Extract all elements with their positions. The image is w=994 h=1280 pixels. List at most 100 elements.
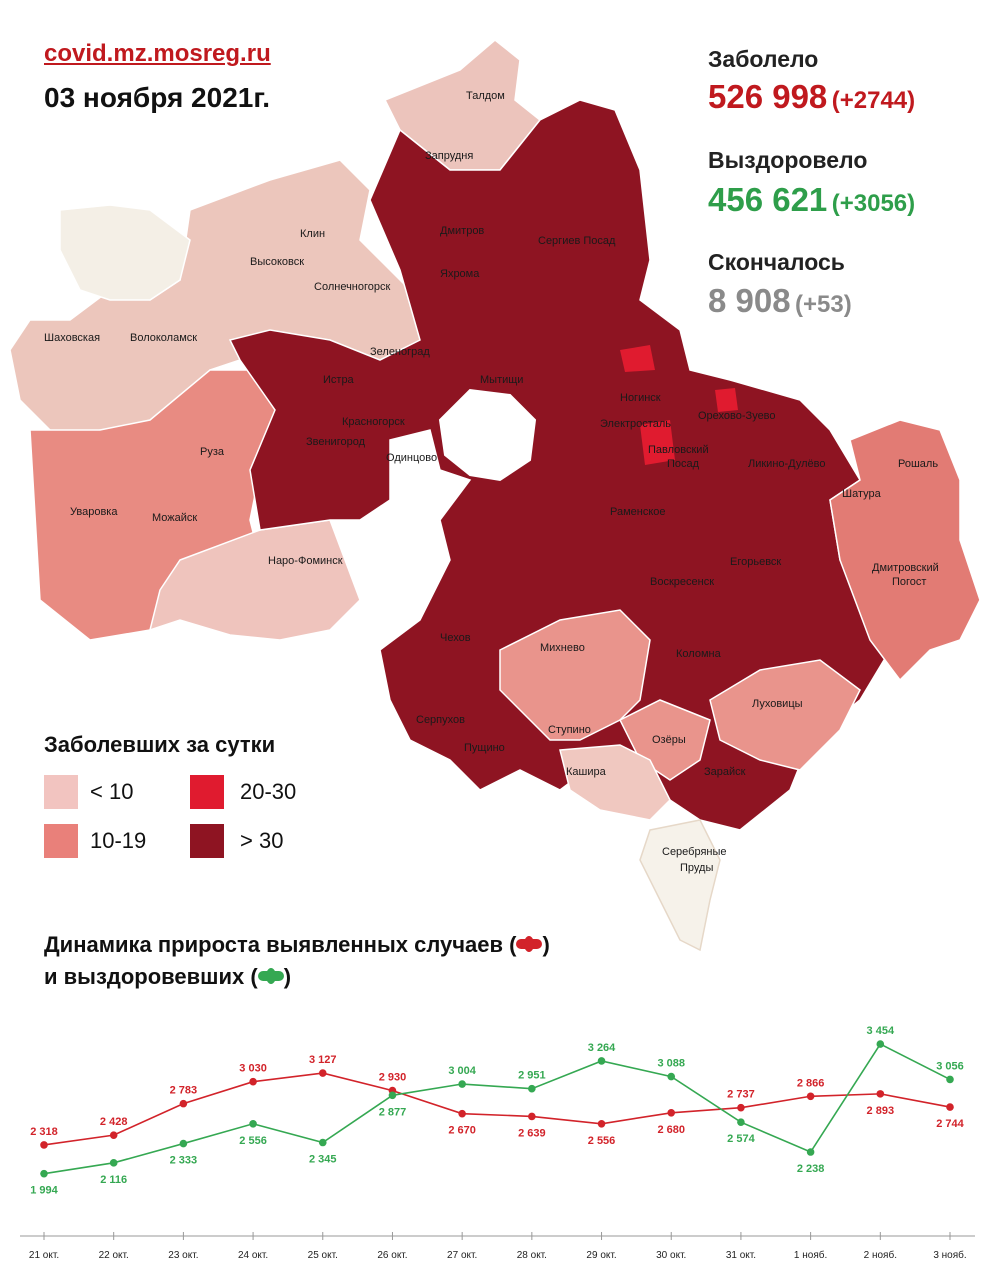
town-label: Пруды: [680, 862, 713, 874]
region-kashira-light: [559, 744, 671, 821]
data-point: [876, 1090, 885, 1098]
data-point: [109, 1131, 118, 1139]
data-label: 2 318: [30, 1126, 58, 1138]
data-point: [667, 1108, 676, 1117]
data-label: 2 556: [239, 1135, 267, 1147]
legend-label-20-30: 20-30: [240, 779, 297, 804]
moscow-region-map: Талдом Запрудня Дмитров Сергиев Посад Ях…: [9, 39, 981, 952]
data-label: 2 670: [448, 1125, 476, 1137]
town-label: Запрудня: [425, 150, 473, 162]
town-label: Чехов: [440, 632, 471, 644]
data-label: 3 264: [588, 1042, 616, 1054]
town-label: Коломна: [676, 648, 722, 660]
report-date: 03 ноября 2021г.: [44, 82, 270, 113]
town-label: Дмитров: [440, 225, 484, 237]
data-point: [249, 1119, 257, 1128]
town-label: Уваровка: [70, 506, 118, 518]
data-label: 2 930: [379, 1072, 407, 1084]
recovered-stat: 456 621 (+3056): [708, 181, 915, 219]
region-lukhovitsy-medium: [709, 659, 861, 771]
data-label: 2 345: [309, 1154, 337, 1166]
legend-title: Заболевших за сутки: [44, 732, 276, 757]
chart-title-end1: ): [542, 932, 550, 957]
town-label: Сергиев Посад: [538, 235, 616, 247]
data-label: 3 127: [309, 1054, 337, 1066]
x-tick-label: 31 окт.: [726, 1250, 756, 1261]
town-label: Посад: [667, 458, 700, 470]
series-line-0: [43, 1072, 951, 1146]
x-tick-label: 23 окт.: [168, 1250, 198, 1261]
town-label: Наро-Фоминск: [268, 555, 343, 567]
town-label: Раменское: [610, 506, 666, 518]
spot-20-30-b: [640, 420, 675, 465]
x-tick-label: 24 окт.: [238, 1250, 268, 1261]
legend-label-lt10: < 10: [90, 779, 134, 804]
deaths-stat: 8 908 (+53): [708, 282, 852, 320]
town-label: Ступино: [548, 724, 591, 736]
data-point: [597, 1119, 606, 1128]
town-label: Орехово-Зуево: [698, 410, 776, 422]
data-point: [946, 1075, 954, 1084]
data-label: 2 893: [867, 1105, 895, 1117]
dynamics-line-chart: 21 окт. 22 окт. 23 окт. 24 окт. 25 окт. 26 ок…: [20, 1025, 975, 1261]
data-label: 2 866: [797, 1077, 825, 1089]
deaths-value: 8 908: [708, 282, 791, 319]
town-label: Электросталь: [600, 418, 671, 430]
town-label: Серпухов: [416, 714, 465, 726]
town-label: Зеленоград: [370, 346, 430, 358]
legend-label-10-19: 10-19: [90, 828, 147, 853]
town-label: Волоколамск: [130, 332, 197, 344]
town-label: Рошаль: [898, 458, 938, 470]
data-label: 2 333: [170, 1155, 198, 1167]
infected-label: Заболело: [708, 46, 819, 72]
data-point: [528, 1084, 536, 1093]
data-label: 3 004: [448, 1065, 476, 1077]
data-label: 3 088: [657, 1058, 685, 1070]
town-label: Луховицы: [752, 698, 803, 710]
town-label: Яхрома: [440, 268, 480, 280]
x-tick-label: 25 окт.: [308, 1250, 338, 1261]
data-point: [458, 1109, 466, 1118]
data-point: [806, 1148, 815, 1156]
red-marker-icon: [516, 936, 543, 953]
x-tick-label: 2 нояб.: [864, 1249, 897, 1261]
chart-title-end2: ): [283, 964, 292, 989]
town-label: Одинцово: [386, 452, 437, 464]
data-label: 2 680: [657, 1124, 685, 1136]
town-label: Егорьевск: [730, 556, 781, 568]
x-tick-label: 27 окт.: [447, 1250, 477, 1261]
site-link[interactable]: covid.mz.mosreg.ru: [44, 40, 271, 67]
region-center-dark: [228, 99, 891, 831]
data-point: [318, 1138, 327, 1147]
region-east-medium: [829, 419, 981, 682]
data-label: 2 574: [727, 1133, 755, 1145]
spot-20-30-c: [715, 388, 738, 412]
data-point: [40, 1169, 48, 1178]
town-label: Талдом: [466, 90, 505, 102]
town-label: Озёры: [652, 734, 686, 746]
data-point: [737, 1118, 745, 1126]
infected-delta: (+2744): [831, 87, 916, 114]
data-label: 2 744: [936, 1118, 964, 1130]
x-tick-label: 3 нояб.: [933, 1249, 966, 1261]
data-point: [806, 1092, 815, 1101]
town-label: Шатура: [842, 488, 882, 500]
town-label: Истра: [323, 374, 355, 386]
town-label: Высоковск: [250, 256, 304, 268]
recovered-value: 456 621: [708, 181, 828, 218]
data-label: 2 116: [100, 1174, 127, 1186]
moscow-city-hole: [438, 388, 537, 482]
legend-swatch-10-19: [44, 824, 78, 858]
town-label: Мытищи: [480, 374, 523, 386]
town-label: Дмитровский: [872, 562, 939, 574]
data-label: 3 030: [239, 1063, 267, 1075]
x-tick-label: 22 окт.: [99, 1250, 129, 1261]
data-label: 2 639: [518, 1127, 546, 1139]
data-point: [458, 1080, 466, 1088]
chart-title-line2: и выздоровевших (): [44, 964, 291, 990]
infected-value: 526 998: [708, 78, 828, 115]
data-point: [528, 1112, 536, 1121]
x-tick-label: 26 окт.: [377, 1250, 407, 1261]
chart-title-line1: Динамика прироста выявленных случаев (): [44, 932, 550, 958]
data-label: 3 056: [936, 1060, 964, 1072]
